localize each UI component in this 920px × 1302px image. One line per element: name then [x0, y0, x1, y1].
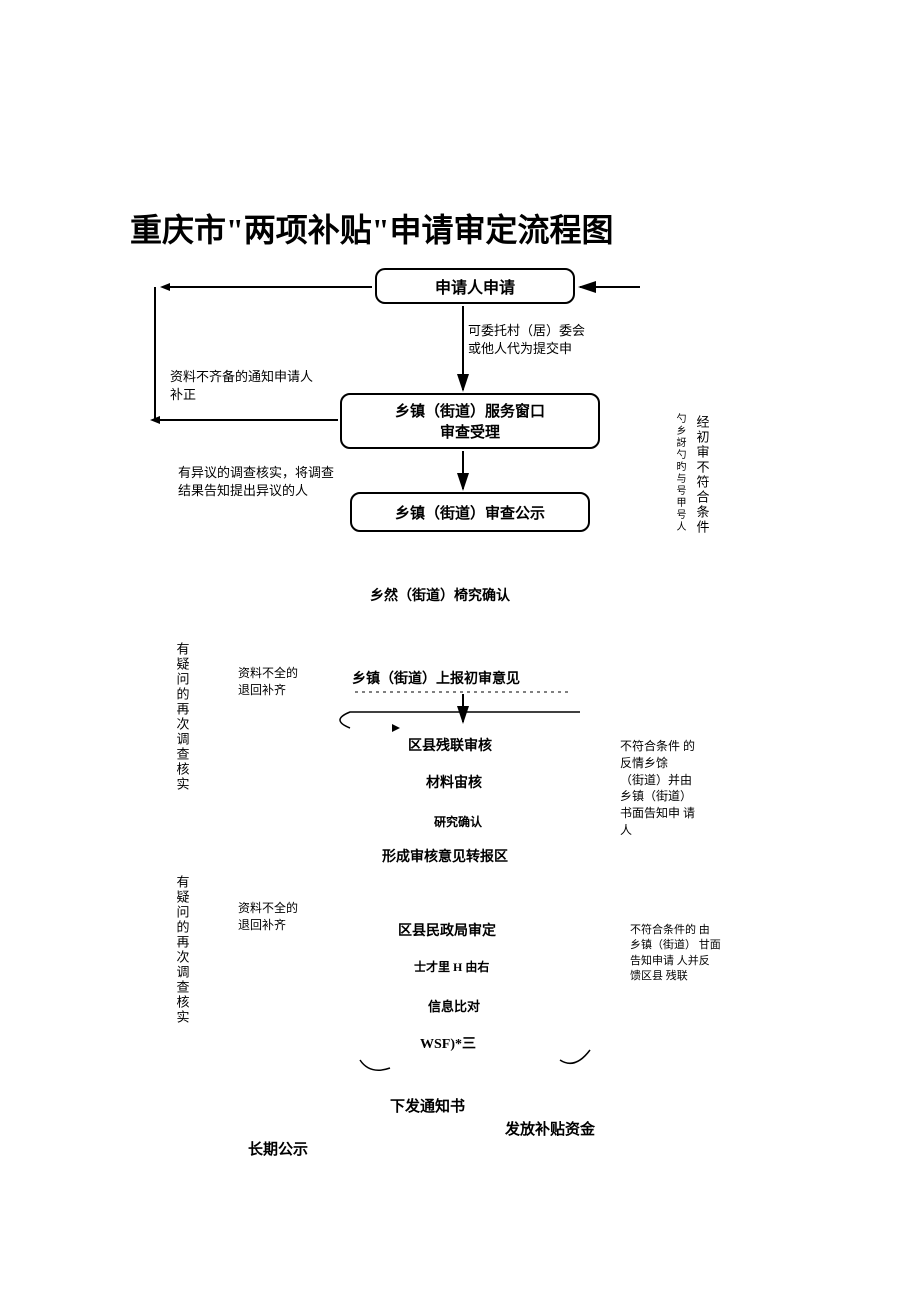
step-notice: 下发通知书 — [390, 1095, 465, 1116]
node-publish-label: 乡镇（街道）审查公示 — [395, 502, 545, 523]
step-compare: 信息比对 — [428, 996, 480, 1015]
ann-fail2-l1: 不符合条件的 由 — [630, 923, 721, 938]
ann-delegate-l1: 可委托村（居）委会 — [468, 322, 585, 340]
node-apply: 申请人申请 — [375, 268, 575, 304]
ann-fail2-l2: 乡镇（街道） 甘面 — [630, 938, 721, 953]
ann-fail1-l2: 反情乡馀 — [620, 755, 695, 772]
ann-objection-l2: 结果告知提出异议的人 — [178, 482, 334, 500]
annotation-return-2: 资料不全的 退回补齐 — [238, 900, 298, 934]
step-research: 硏究确认 — [434, 813, 482, 830]
step-report: 乡镇（街道）上报初审意见 — [352, 668, 520, 688]
node-apply-label: 申请人申请 — [435, 274, 515, 298]
step-material: 材料宙核 — [426, 772, 482, 792]
ann-fail1-l6: 人 — [620, 822, 695, 839]
annotation-fail-county: 不符合条件 的 反情乡馀 （街道）并由 乡镇（街道） 书面告知申 请 人 — [620, 738, 695, 839]
ann-objection-l1: 有异议的调查核实，将调查 — [178, 464, 334, 482]
annotation-return-1: 资料不全的 退回补齐 — [238, 665, 298, 699]
ann-return1-l1: 资料不全的 — [238, 665, 298, 682]
page-title: 重庆市"两项补贴"申请审定流程图 — [130, 205, 614, 251]
ann-return2-l1: 资料不全的 — [238, 900, 298, 917]
ann-return1-l2: 退回补齐 — [238, 682, 298, 699]
annotation-fail-initial: 经初审不符合条件 — [692, 415, 712, 535]
ann-fail1-l4: 乡镇（街道） — [620, 788, 695, 805]
ann-fail2-l4: 馈区县 残联 — [630, 969, 721, 984]
node-service-window: 乡镇（街道）服务窗口 审查受理 — [340, 393, 600, 449]
step-wsf-pre: 士才里 H 由右 — [414, 958, 489, 975]
annotation-incomplete: 资料不齐备的通知申请人 补正 — [170, 368, 313, 404]
node-review-publish: 乡镇（街道）审查公示 — [350, 492, 590, 532]
step-fund: 发放补贴资金 — [505, 1118, 595, 1139]
annotation-delegate: 可委托村（居）委会 或他人代为提交申 — [468, 322, 585, 358]
annotation-fail-initial-2: 勺乡訝勺旳与号甲号人 — [672, 413, 687, 533]
step-civil: 区县民政局审定 — [398, 920, 496, 940]
step-opinion: 形成审核意见转报区 — [382, 846, 508, 866]
ann-delegate-l2: 或他人代为提交申 — [468, 340, 585, 358]
ann-fail1-l3: （街道）并由 — [620, 772, 695, 789]
ann-incomplete-l1: 资料不齐备的通知申请人 — [170, 368, 313, 386]
ann-return2-l2: 退回补齐 — [238, 917, 298, 934]
annotation-fail-civil: 不符合条件的 由 乡镇（街道） 甘面 告知申请 人并反 馈区县 残联 — [630, 923, 721, 985]
step-confirm: 乡然（街道）椅究确认 — [370, 585, 510, 605]
annotation-objection: 有异议的调查核实，将调查 结果告知提出异议的人 — [178, 464, 334, 500]
step-wsf: WSF)*三 — [420, 1033, 476, 1053]
ann-incomplete-l2: 补正 — [170, 386, 313, 404]
step-county: 区县残联审核 — [408, 735, 492, 755]
annotation-doubt-2: 有疑问的再次调查核实 — [172, 875, 192, 1025]
ann-fail1-l1: 不符合条件 的 — [620, 738, 695, 755]
ann-fail2-l3: 告知申请 人并反 — [630, 954, 721, 969]
node-window-l2: 审查受理 — [440, 421, 500, 442]
step-long-publish: 长期公示 — [248, 1138, 308, 1159]
ann-fail1-l5: 书面告知申 请 — [620, 805, 695, 822]
node-window-l1: 乡镇（街道）服务窗口 — [395, 400, 545, 421]
annotation-doubt-1: 有疑问的再次调查核实 — [172, 642, 192, 792]
